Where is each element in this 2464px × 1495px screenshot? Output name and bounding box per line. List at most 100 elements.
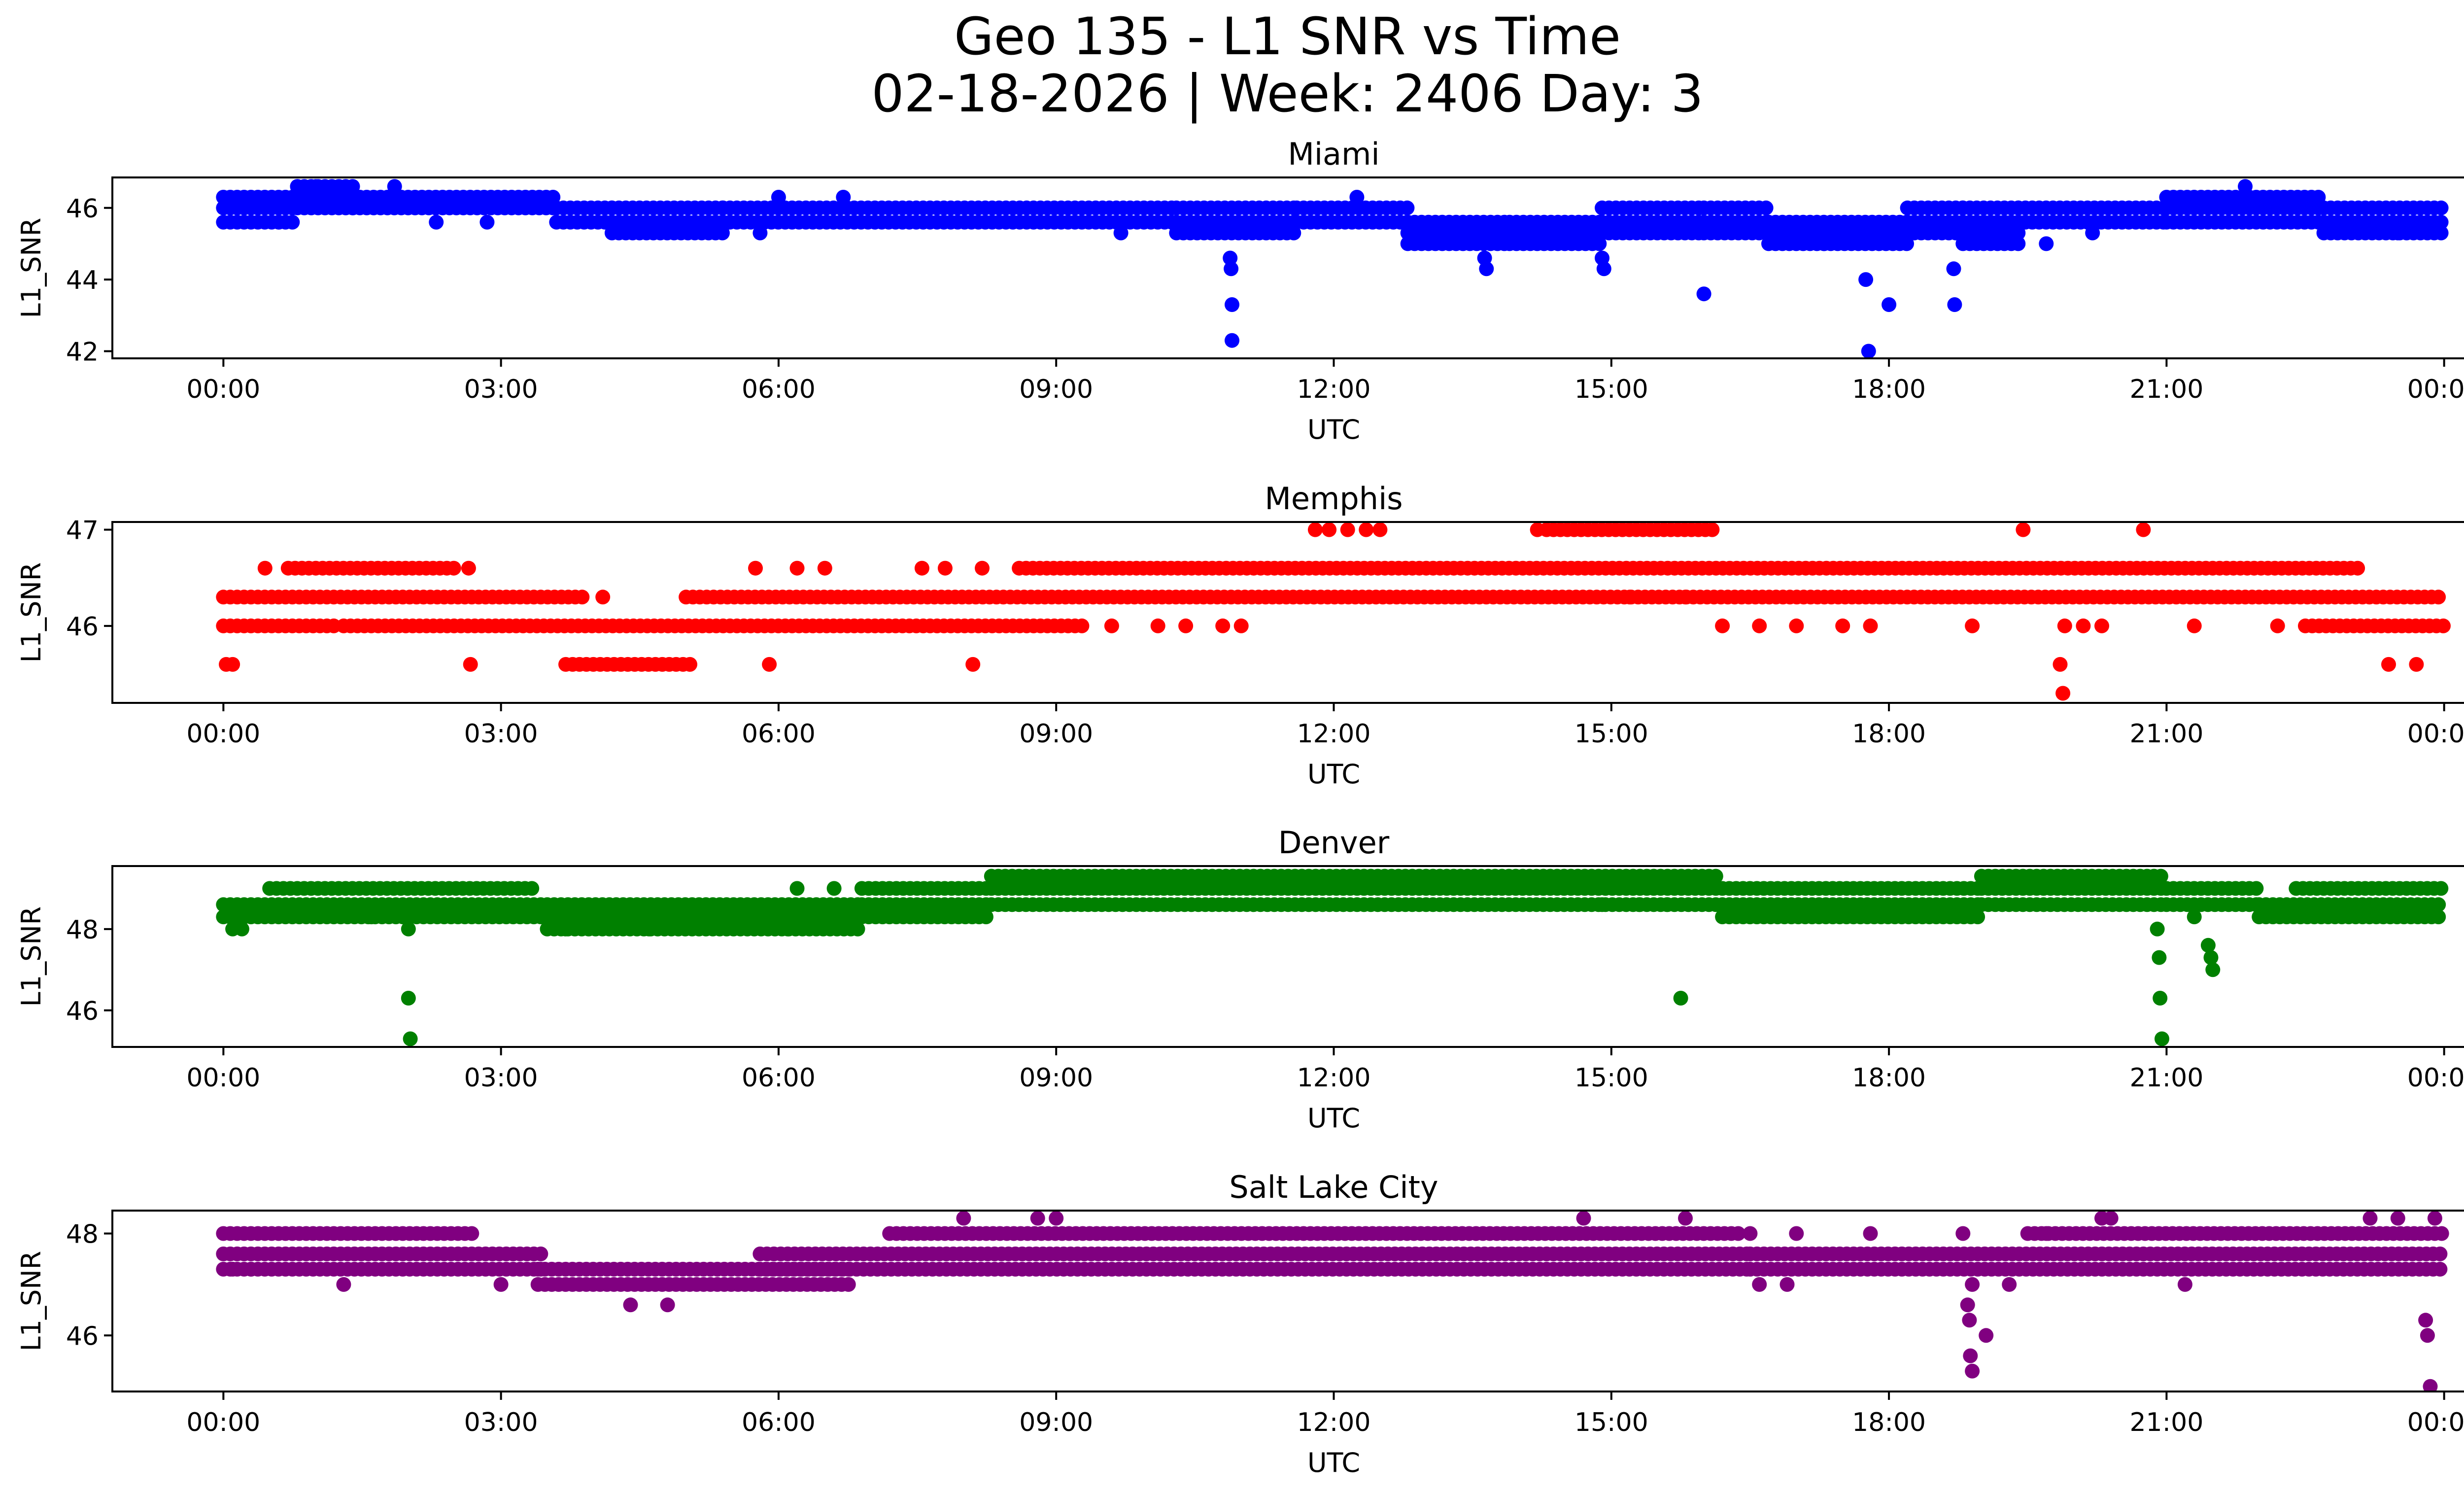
data-point	[1113, 225, 1129, 241]
plot-frame	[111, 521, 2464, 704]
data-point	[345, 179, 360, 194]
data-point	[2432, 1246, 2448, 1261]
x-tick-label: 12:00	[1297, 1063, 1371, 1093]
y-axis-label: L1_SNR	[16, 906, 47, 1007]
data-point	[403, 1031, 418, 1046]
data-point	[1225, 297, 1239, 312]
data-point	[1372, 522, 1388, 537]
x-tick-label: 03:00	[464, 1408, 538, 1437]
data-point	[1673, 991, 1688, 1006]
data-point	[2205, 962, 2221, 977]
y-tick-label: 48	[66, 915, 99, 945]
data-point	[1178, 618, 1194, 633]
data-point	[1030, 1211, 1045, 1226]
data-point	[2152, 950, 2167, 965]
data-point	[683, 657, 697, 672]
data-point	[1979, 1328, 1994, 1343]
x-tick-label: 06:00	[742, 719, 816, 749]
data-point	[975, 560, 990, 576]
data-point	[2053, 657, 2068, 672]
data-point	[2433, 200, 2449, 215]
data-point	[2011, 225, 2026, 241]
data-point	[1731, 1226, 1746, 1241]
data-point	[2431, 909, 2446, 925]
data-point	[1960, 1297, 1975, 1313]
data-point	[1576, 1211, 1591, 1226]
data-point	[2423, 1379, 2438, 1391]
data-point	[2420, 1328, 2435, 1343]
x-tick-label: 00:00	[186, 1408, 260, 1437]
data-point	[1863, 1226, 1878, 1241]
data-point	[1835, 618, 1850, 633]
scatter-points	[216, 869, 2449, 1046]
data-point	[2203, 950, 2219, 965]
data-point	[1963, 1348, 1978, 1363]
data-point	[2016, 522, 2031, 537]
data-point	[2085, 225, 2100, 241]
y-tick-label: 48	[66, 1220, 99, 1250]
x-tick-label: 21:00	[2129, 1408, 2203, 1437]
data-point	[2002, 1277, 2017, 1292]
data-point	[2433, 214, 2449, 230]
data-point	[1861, 344, 1876, 358]
data-point	[2057, 618, 2072, 633]
data-point	[789, 881, 805, 896]
panel-memphis	[104, 521, 2464, 711]
y-tick-label: 47	[66, 516, 99, 546]
data-point	[1752, 1277, 1767, 1292]
data-point	[2436, 618, 2451, 633]
data-point	[1659, 897, 1675, 912]
data-point	[479, 214, 495, 230]
data-point	[401, 991, 416, 1006]
x-tick-label: 09:00	[1019, 1063, 1093, 1093]
data-point	[2434, 1226, 2449, 1241]
y-tick-label: 46	[66, 194, 99, 224]
data-point	[1863, 618, 1878, 633]
x-tick-label: 09:00	[1019, 719, 1093, 749]
data-point	[1359, 522, 1374, 537]
data-point	[1349, 190, 1365, 205]
data-point	[1965, 1277, 1980, 1292]
data-point	[762, 657, 777, 672]
x-tick-label: 15:00	[1574, 1408, 1648, 1437]
x-tick-label: 21:00	[2129, 719, 2203, 749]
figure-title-line2: 02-18-2026 | Week: 2406 Day: 3	[871, 64, 1704, 124]
data-point	[660, 1297, 675, 1313]
y-axis-label: L1_SNR	[16, 1251, 47, 1352]
data-point	[2390, 1211, 2405, 1226]
x-tick-label: 18:00	[1852, 1063, 1926, 1093]
x-tick-label: 06:00	[742, 1063, 816, 1093]
data-point	[2409, 657, 2424, 672]
data-point	[308, 179, 324, 194]
y-axis-label: L1_SNR	[16, 562, 47, 663]
data-point	[446, 560, 461, 576]
data-point	[1789, 618, 1804, 633]
panel-denver	[104, 865, 2464, 1055]
data-point	[789, 560, 805, 576]
data-point	[2390, 225, 2405, 241]
data-point	[225, 1261, 240, 1277]
data-point	[2153, 869, 2168, 884]
x-tick-label: 06:00	[742, 1408, 816, 1437]
data-point	[1678, 590, 1693, 605]
data-point	[243, 1261, 259, 1277]
data-point	[257, 560, 273, 576]
data-point	[464, 1226, 479, 1241]
data-point	[1962, 1313, 1977, 1328]
data-point	[2039, 236, 2054, 251]
data-point	[533, 1246, 548, 1261]
x-tick-label: 09:00	[1019, 1408, 1093, 1437]
data-point	[1322, 522, 1337, 537]
data-point	[2177, 1277, 2192, 1292]
data-point	[978, 909, 993, 925]
data-point	[623, 1297, 638, 1313]
data-point	[1049, 1211, 1064, 1226]
data-point	[1965, 618, 1980, 633]
data-point	[1225, 333, 1239, 348]
x-tick-label: 18:00	[1852, 1408, 1926, 1437]
x-tick-label: 21:00	[2129, 1063, 2203, 1093]
data-point	[1946, 261, 1961, 277]
data-point	[1758, 200, 1774, 215]
data-point	[1743, 1226, 1758, 1241]
data-point	[493, 1277, 509, 1292]
